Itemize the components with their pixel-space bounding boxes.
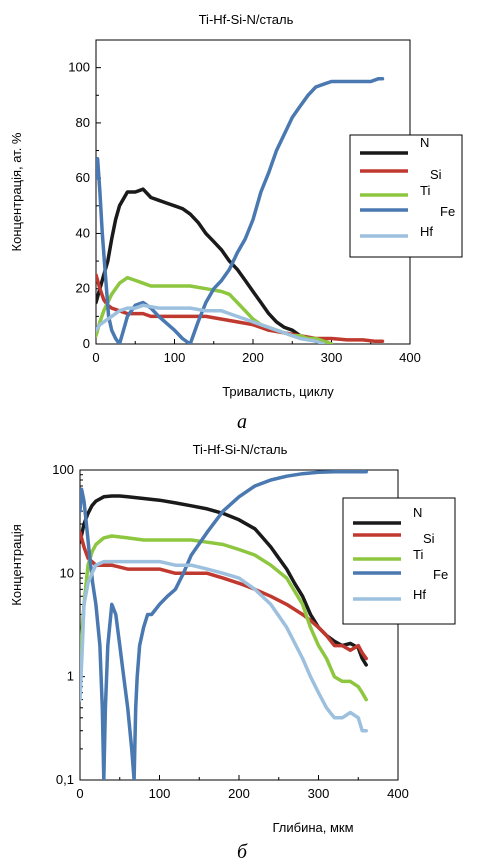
chart-a-series-fe-line	[96, 76, 385, 344]
chart-a-ticks: 0 100 200 300 400 0 20 40 60 80 100	[68, 60, 421, 365]
chart-a-x-tick-label: 400	[399, 350, 421, 365]
chart-b-caption: б	[237, 841, 248, 861]
chart-a-series-hf-line	[96, 303, 326, 344]
chart-a-x-tick-label: 300	[321, 350, 343, 365]
chart-b-y-axis-label: Концентрація	[9, 524, 24, 605]
chart-a-legend-label-fe: Fe	[440, 204, 455, 219]
chart-a-legend-label-si: Si	[430, 167, 442, 182]
chart-a: Ti-Hf-Si-N/сталь 0 100 200 300 400 0 20 40 60 80 1…	[9, 12, 463, 433]
chart-a-y-tick-label: 0	[83, 336, 90, 351]
chart-b-legend-label-si: Si	[423, 531, 435, 546]
chart-b-x-tick-label: 100	[149, 786, 171, 801]
chart-a-title: Ti-Hf-Si-N/сталь	[199, 12, 294, 27]
chart-b-x-tick-label: 0	[76, 786, 83, 801]
chart-b: Ti-Hf-Si-N/сталь 0 100 200 300 4000,1110100 …	[9, 442, 456, 863]
chart-b-series-si-line	[80, 530, 368, 661]
chart-b-series	[80, 470, 368, 780]
chart-a-caption: а	[237, 411, 247, 433]
chart-b-series-fe-line	[80, 470, 368, 780]
chart-a-series-n-line	[96, 187, 334, 344]
chart-b-ticks: 0 100 200 300 400 0,1 1 10 100	[52, 462, 409, 801]
chart-a-series	[96, 76, 385, 344]
chart-b-series-ti-line	[80, 534, 368, 702]
chart-a-y-tick-label: 80	[76, 115, 90, 130]
chart-b-legend-label-ti: Ti	[413, 547, 423, 562]
chart-a-x-tick-label: 0	[92, 350, 99, 365]
chart-b-x-tick-label: 200	[228, 786, 250, 801]
chart-a-series-si-line	[96, 273, 385, 343]
chart-a-legend-label-hf: Hf	[420, 224, 433, 239]
chart-b-x-tick-label: 400	[387, 786, 409, 801]
chart-b-series-n-line	[80, 494, 368, 667]
chart-b-legend-label-hf: Hf	[413, 587, 426, 602]
chart-a-x-tick-label: 200	[242, 350, 264, 365]
chart-b-y-tick-label: 0,1	[56, 772, 74, 787]
chart-a-x-axis-label: Тривалисть, циклу	[222, 384, 334, 399]
chart-b-legend-box	[342, 497, 456, 625]
chart-b-legend-label-fe: Fe	[433, 567, 448, 582]
chart-a-legend-label-ti: Ti	[420, 183, 430, 198]
chart-b-series-hf-line	[80, 559, 368, 733]
chart-a-y-tick-label: 20	[76, 281, 90, 296]
chart-a-y-axis-label: Концентрація, ат. %	[9, 132, 24, 251]
chart-b-legend-label-n: N	[413, 505, 422, 520]
chart-b-title: Ti-Hf-Si-N/сталь	[193, 442, 288, 457]
chart-b-x-tick-label: 300	[308, 786, 330, 801]
chart-a-y-tick-label: 100	[68, 60, 90, 75]
chart-a-y-tick-label: 60	[76, 170, 90, 185]
chart-a-legend-label-n: N	[420, 135, 429, 150]
chart-a-x-tick-label: 100	[164, 350, 186, 365]
chart-b-y-tick-label: 10	[60, 565, 74, 580]
chart-b-x-axis-label: Глибина, мкм	[272, 820, 353, 835]
chart-a-y-tick-label: 40	[76, 225, 90, 240]
chart-b-y-tick-label: 100	[52, 462, 74, 477]
chart-b-y-tick-label: 1	[67, 669, 74, 684]
